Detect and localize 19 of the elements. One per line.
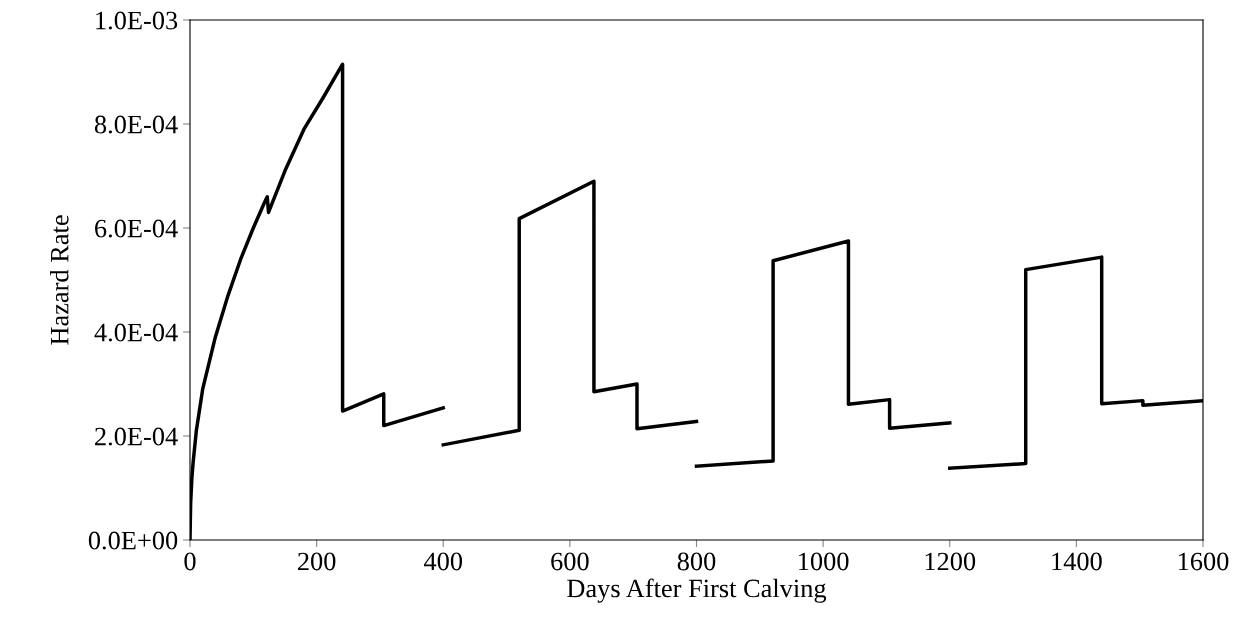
line-series (694, 239, 952, 468)
y-tick-label: 2.0E-04 (95, 427, 178, 446)
line-series (441, 179, 699, 447)
x-axis-title: Days After First Calving (567, 578, 827, 603)
x-tick-label: 800 (677, 552, 716, 571)
y-tick-label: 8.0E-04 (94, 115, 178, 134)
x-tick-label: 1600 (1178, 552, 1229, 571)
x-tick-label: 1400 (1052, 552, 1102, 571)
y-tick-label: 1.0E-03 (96, 11, 178, 30)
x-tick-label: 600 (551, 552, 589, 571)
x-tick-label: 0 (184, 552, 196, 571)
y-axis-title: Hazard Rate (50, 215, 69, 345)
x-tick-label: 200 (297, 552, 336, 571)
x-tick-label: 1200 (925, 552, 976, 571)
y-tick-label: 4.0E-04 (94, 323, 178, 342)
x-tick-label: 1000 (799, 552, 849, 571)
y-tick-label: 0.0E+00 (88, 531, 178, 550)
x-tick-label: 400 (423, 552, 463, 571)
y-tick-label: 6.0E-04 (95, 219, 178, 238)
